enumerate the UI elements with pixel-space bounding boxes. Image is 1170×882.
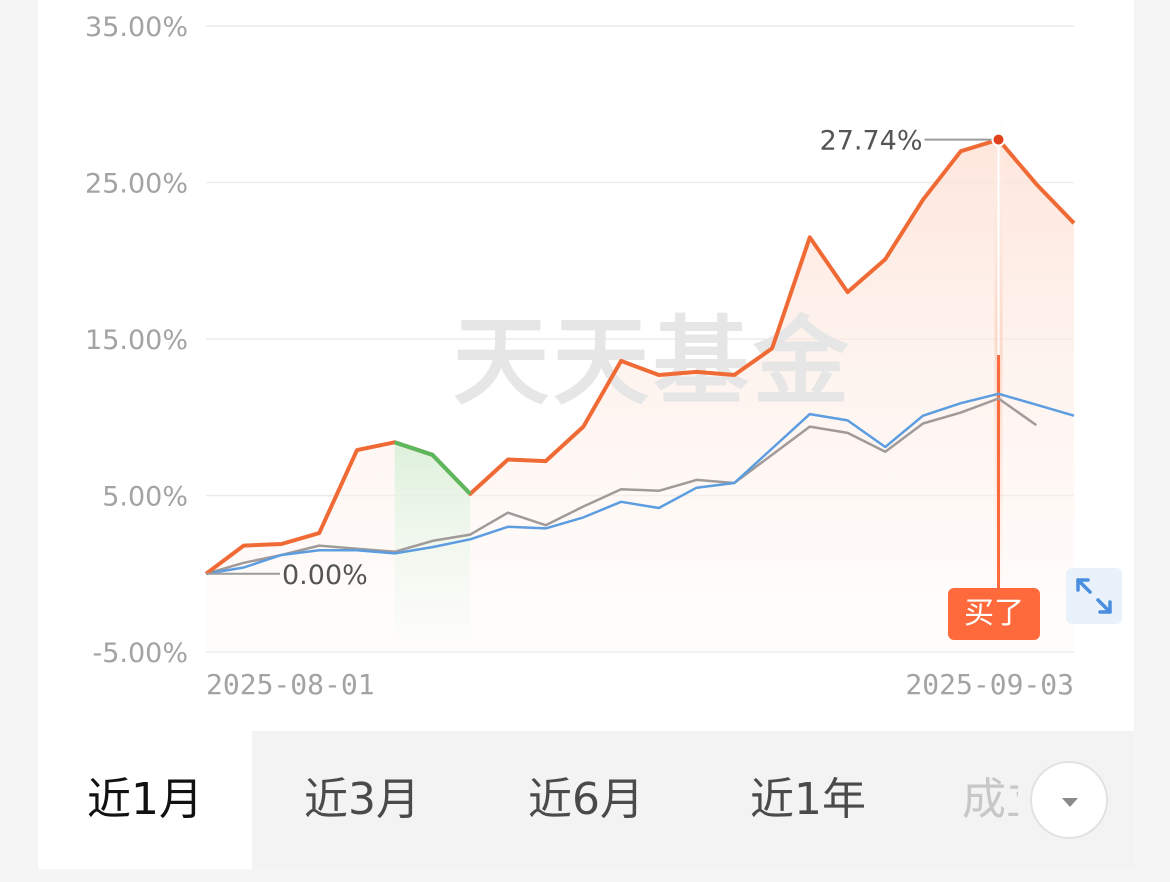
y-tick-label: 25.00% — [85, 169, 188, 200]
tab-3-months[interactable]: 近3月 — [304, 774, 420, 825]
more-periods-button[interactable] — [1030, 761, 1108, 839]
expand-button[interactable] — [1066, 568, 1122, 624]
watermark: 天天基金 — [453, 305, 853, 418]
fund-line — [204, 137, 1076, 576]
tab-6-months[interactable]: 近6月 — [528, 774, 644, 825]
period-tabbar: 近1月 近3月 近6月 近1年 成立来 — [38, 731, 1134, 869]
y-tick-label: 35.00% — [85, 12, 188, 43]
tab-since-inception[interactable]: 成立来 — [962, 774, 1018, 825]
y-tick-label: 15.00% — [85, 325, 188, 356]
index-line — [205, 397, 1038, 575]
expand-icon — [1076, 578, 1112, 614]
y-tick-label: -5.00% — [92, 638, 188, 669]
chevron-down-icon — [1062, 798, 1078, 807]
benchmark-line — [205, 392, 1075, 576]
chart-card: 天天基金 27.74% 0.00% 35.00% 25.00% 15.00% 5.00%… — [38, 0, 1134, 868]
fund-decline-segment — [394, 440, 472, 496]
x-end-label: 2025-09-03 — [905, 668, 1074, 701]
start-label: 0.00% — [282, 560, 368, 591]
fund-performance-chart: 天天基金 27.74% 0.00% 35.00% 25.00% 15.00% 5.00%… — [85, 12, 1076, 701]
max-label: 27.74% — [820, 126, 923, 157]
buy-marker-badge[interactable]: 买了 — [948, 588, 1040, 640]
max-point — [991, 132, 1006, 147]
tab-1-month[interactable]: 近1月 — [38, 731, 252, 869]
x-start-label: 2025-08-01 — [206, 668, 375, 701]
tab-1-year[interactable]: 近1年 — [750, 774, 866, 825]
y-tick-label: 5.00% — [102, 482, 188, 513]
